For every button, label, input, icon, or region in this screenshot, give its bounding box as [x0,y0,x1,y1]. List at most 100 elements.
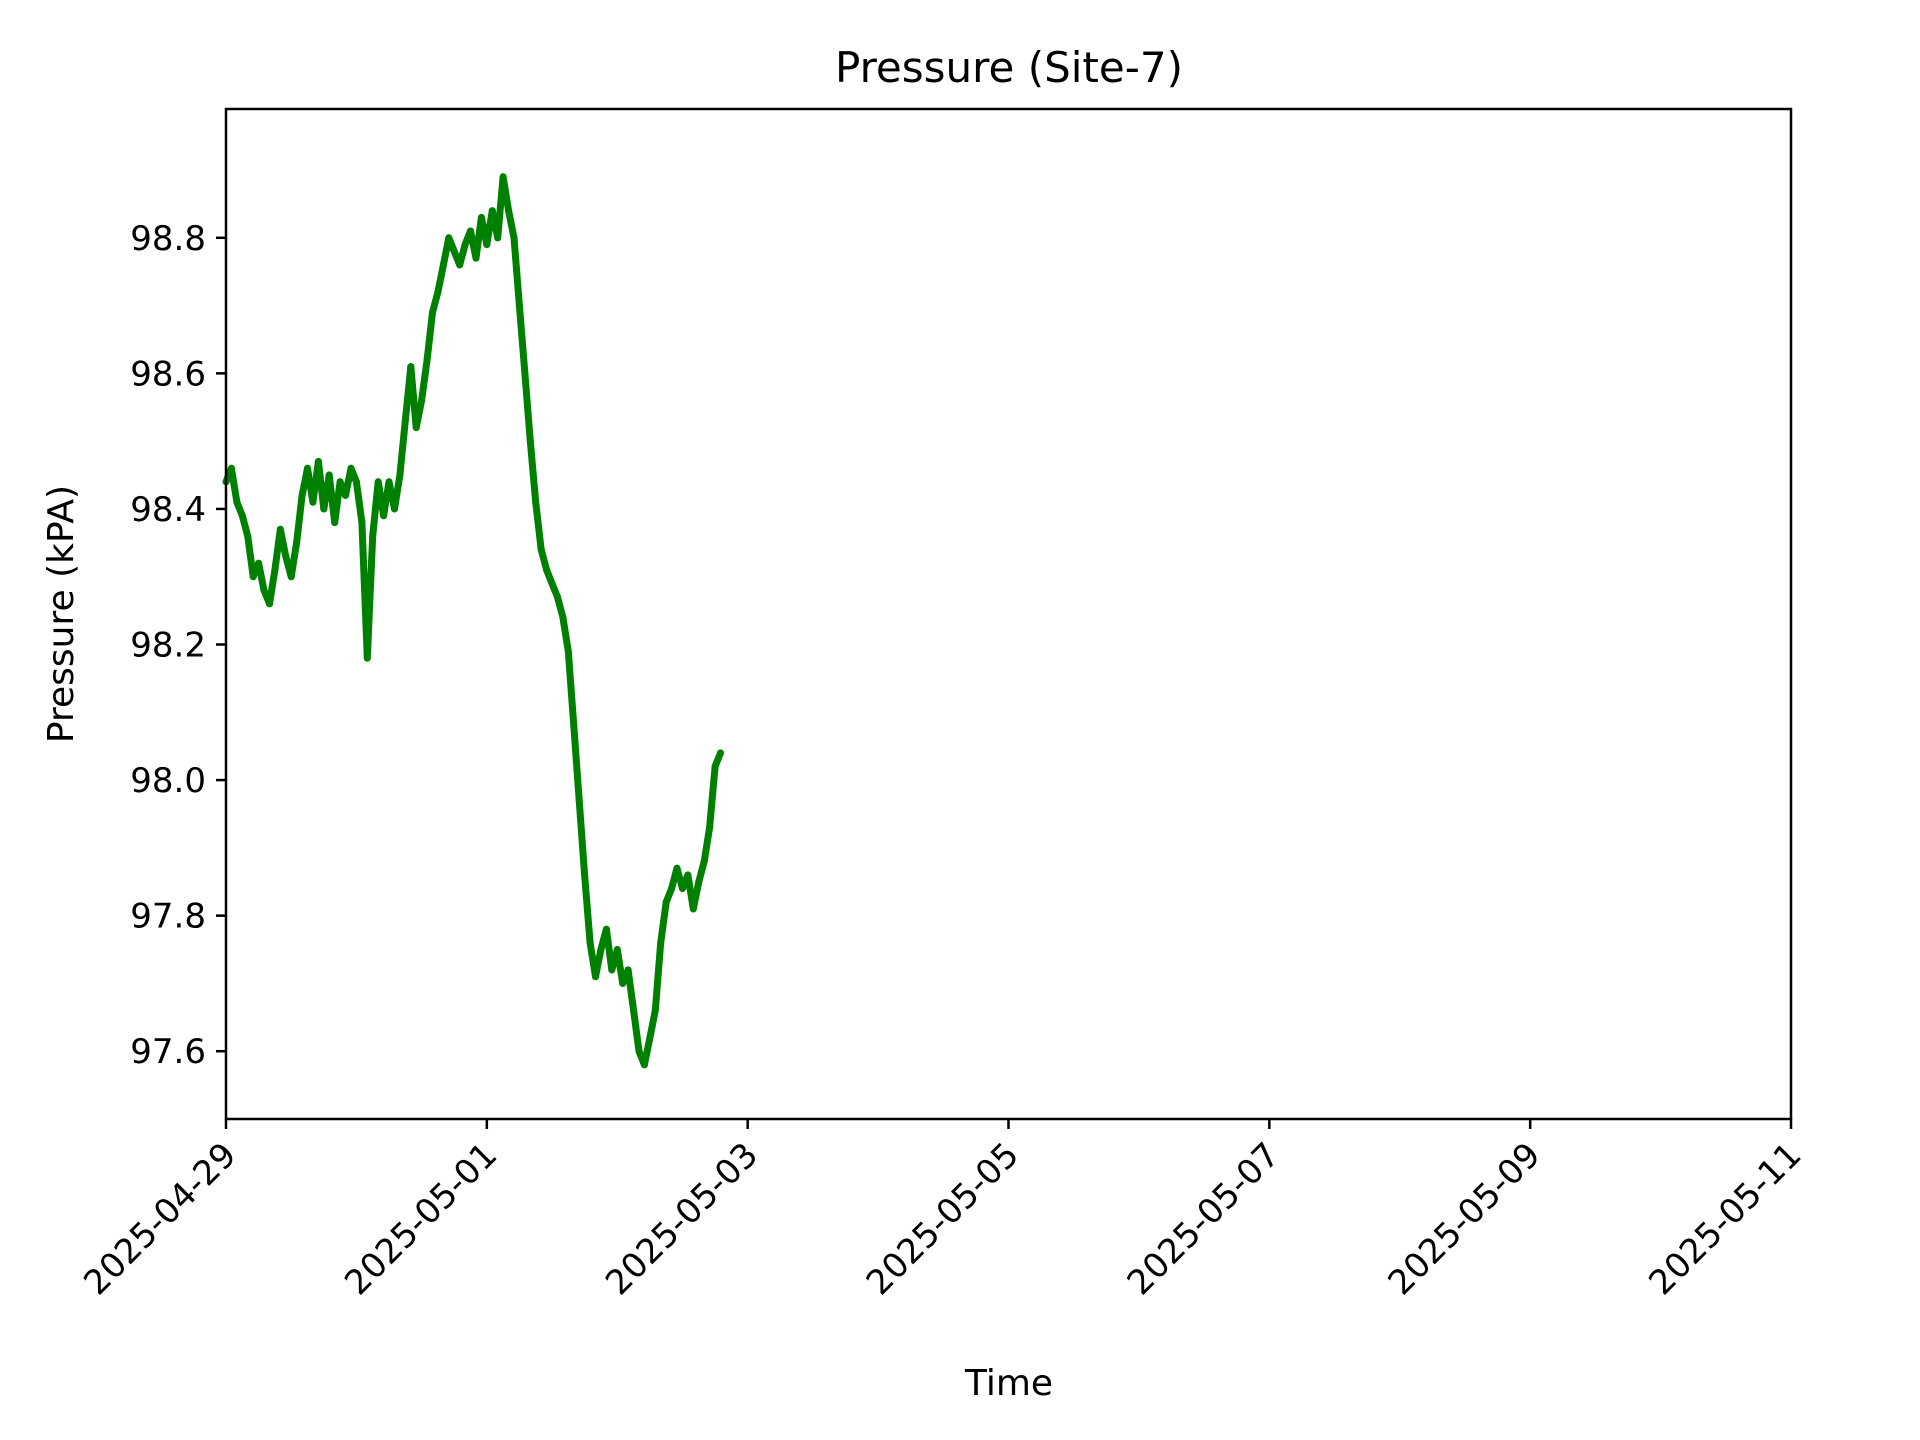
data-point [570,722,578,730]
x-tick-label: 2025-05-09 [1381,1135,1549,1303]
data-point [461,241,469,249]
data-point [358,519,366,526]
data-point [282,552,290,560]
data-point [494,234,502,242]
data-point [559,613,567,621]
x-tick-label: 2025-05-05 [859,1135,1027,1303]
data-point [287,573,295,581]
data-point [450,247,458,255]
data-point [320,505,328,513]
data-point [227,464,235,472]
data-point [537,546,545,554]
data-point [586,939,594,947]
y-tick-label: 98.2 [130,626,206,666]
data-point [309,498,317,506]
data-point [260,586,268,594]
data-point [602,925,610,933]
data-point [597,946,605,953]
data-point [266,600,273,608]
data-point [554,593,561,601]
data-point [684,871,692,879]
y-tick-label: 98.6 [130,354,206,394]
data-point [613,946,621,953]
data-point [336,478,344,486]
data-point [499,173,507,181]
series-line-pressure [222,173,724,1069]
data-point [244,532,252,540]
data-point [423,356,431,364]
data-point [391,505,398,513]
x-axis-ticks: 2025-04-29 2025-05-01 2025-05-03 2025-05-05… [76,1119,1809,1303]
data-point [314,458,322,465]
data-point [472,254,480,262]
data-point [630,1007,638,1014]
data-point [249,573,257,581]
x-tick-label: 2025-05-07 [1120,1135,1288,1303]
data-point [331,519,339,526]
x-axis-label: Time [964,1363,1053,1404]
data-point [434,288,442,296]
data-point [700,857,708,865]
data-point [445,234,453,242]
data-point [325,471,333,479]
data-point [717,749,724,757]
data-point [619,979,627,987]
data-point [662,898,670,906]
data-point [564,647,572,655]
data-point [233,498,241,506]
data-point [488,207,496,215]
data-point [271,566,279,574]
y-axis-label: Pressure (kPA) [41,485,82,743]
data-point [374,478,382,486]
data-point [657,939,665,947]
plot-area [222,173,724,1069]
data-point [532,498,540,506]
data-point [483,241,491,249]
y-tick-label: 98.8 [130,219,206,259]
y-axis-ticks: 97.6 97.8 98.0 98.2 98.4 98.6 98.8 [130,219,226,1072]
data-point [276,525,284,533]
data-point [369,532,377,540]
y-tick-label: 97.6 [130,1032,206,1072]
data-point [304,464,311,472]
data-point [467,227,474,235]
data-point [407,363,415,371]
data-point [396,471,404,479]
data-point [668,885,676,892]
data-point [651,1007,659,1014]
data-point [412,424,420,432]
data-point [255,559,263,567]
data-point [238,512,246,520]
data-point [342,491,349,499]
series-points [222,173,724,1069]
data-point [581,871,589,879]
x-tick-label: 2025-05-11 [1641,1135,1809,1303]
y-tick-label: 98.4 [130,490,206,530]
x-tick-label: 2025-05-03 [598,1135,766,1303]
x-tick-label: 2025-04-29 [76,1135,244,1303]
data-point [418,397,426,404]
data-point [380,512,388,520]
data-point [439,261,447,269]
x-tick-label: 2025-05-01 [337,1135,505,1303]
data-point [515,302,523,310]
data-point [624,966,632,974]
data-point [679,885,686,892]
data-point [695,878,703,886]
data-point [401,417,409,425]
data-point [711,763,719,770]
data-point [352,478,360,486]
data-point [706,824,714,831]
data-point [429,308,436,316]
data-point [363,654,371,662]
y-tick-label: 98.0 [130,761,206,801]
data-point [477,214,485,221]
data-point [646,1034,654,1042]
data-point [293,539,301,547]
data-point [548,580,556,587]
data-point [456,261,464,269]
data-point [505,207,513,215]
data-point [635,1047,643,1055]
data-point [592,973,599,981]
